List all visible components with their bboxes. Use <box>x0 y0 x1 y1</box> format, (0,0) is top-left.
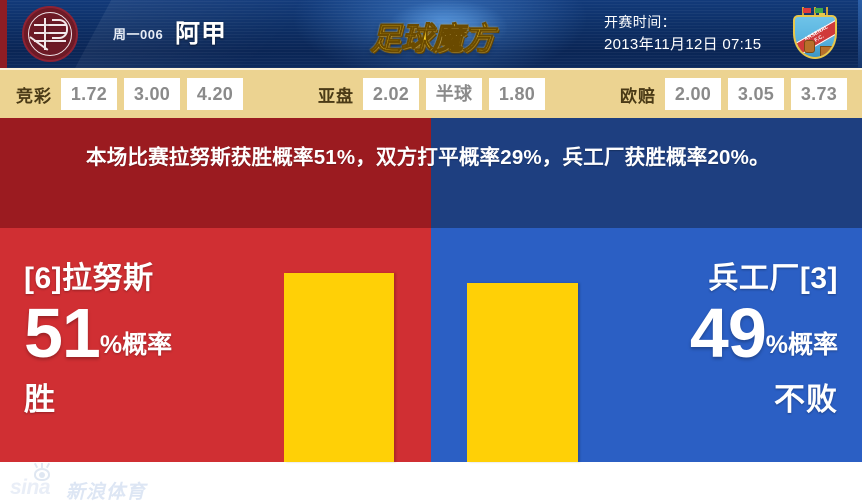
brand-logo-text: 足球魔方 <box>370 21 495 57</box>
odds-value-cell[interactable]: 2.00 <box>665 78 721 110</box>
lanus-crest-icon <box>22 6 78 62</box>
odds-value-cell[interactable]: 1.80 <box>489 78 545 110</box>
footer-note: 以下情报为【huanhuba.com】会员专享 <box>291 478 611 497</box>
home-probability-suffix: %概率 <box>99 331 173 359</box>
kickoff-time-label: 开赛时间： <box>604 14 676 30</box>
home-team-block: [6]拉努斯 51 %概率 胜 <box>24 262 270 419</box>
odds-group-label: 亚盘 <box>318 86 354 106</box>
sina-eye-icon <box>34 468 50 481</box>
home-probability-bar <box>284 273 394 462</box>
away-probability-bar <box>467 283 578 462</box>
sina-logo-text: sina <box>10 476 51 499</box>
odds-value-cell[interactable]: 2.02 <box>363 78 419 110</box>
home-probability-row: 51 %概率 <box>24 298 270 368</box>
odds-value-cell[interactable]: 3.05 <box>728 78 784 110</box>
odds-value-cell[interactable]: 3.73 <box>791 78 847 110</box>
league-name: 阿甲 <box>175 20 228 48</box>
away-outcome-label: 不败 <box>774 382 838 417</box>
odds-value-cell[interactable]: 1.72 <box>61 78 117 110</box>
match-round-label: 周一006 <box>113 27 164 42</box>
home-summary-band <box>0 118 431 228</box>
odds-bar: 竞彩 1.72 3.00 4.20 亚盘 2.02 半球 1.80 欧赔 2.0… <box>0 68 862 118</box>
home-outcome-label: 胜 <box>24 382 56 417</box>
brand-logo-zuqiumofang: 足球魔方 <box>346 0 522 68</box>
home-team-name: [6]拉努斯 <box>24 262 154 295</box>
footer-bar: sina 新浪体育 以下情报为【huanhuba.com】会员专享 <box>0 462 862 504</box>
odds-value-cell[interactable]: 3.00 <box>124 78 180 110</box>
odds-value-cell[interactable]: 4.20 <box>187 78 243 110</box>
odds-group-jingcai: 竞彩 1.72 3.00 4.20 <box>16 78 250 110</box>
sina-logo-cn-text: 新浪体育 <box>66 482 147 503</box>
kickoff-time-value: 2013年11月12日 07:15 <box>604 36 762 53</box>
away-team-block: 兵工厂[3] 49 %概率 不败 <box>592 262 838 419</box>
odds-group-label: 欧赔 <box>620 86 656 106</box>
sina-sports-logo[interactable]: sina 新浪体育 <box>8 462 158 503</box>
header-bar: 周一006 阿甲 足球魔方 开赛时间： 2013年11月12日 07:15 AR… <box>0 0 862 68</box>
arsenal-fc-crest-icon: ARSENAL F.C. <box>790 5 840 63</box>
odds-group-label: 竞彩 <box>16 86 52 106</box>
away-team-name: 兵工厂[3] <box>708 262 838 295</box>
away-probability-value: 49 <box>689 294 767 372</box>
away-probability-row: 49 %概率 <box>592 298 838 368</box>
odds-group-yapan: 亚盘 2.02 半球 1.80 <box>318 78 552 110</box>
away-probability-suffix: %概率 <box>765 331 838 359</box>
home-probability-value: 51 <box>24 294 101 372</box>
odds-group-oupei: 欧赔 2.00 3.05 3.73 <box>620 78 854 110</box>
odds-handicap-cell[interactable]: 半球 <box>426 78 482 110</box>
header-right-accent <box>858 0 862 68</box>
header-left-accent <box>0 0 7 68</box>
match-summary-text: 本场比赛拉努斯获胜概率51%，双方打平概率29%，兵工厂获胜概率20%。 <box>86 146 770 169</box>
away-summary-band <box>431 118 862 228</box>
